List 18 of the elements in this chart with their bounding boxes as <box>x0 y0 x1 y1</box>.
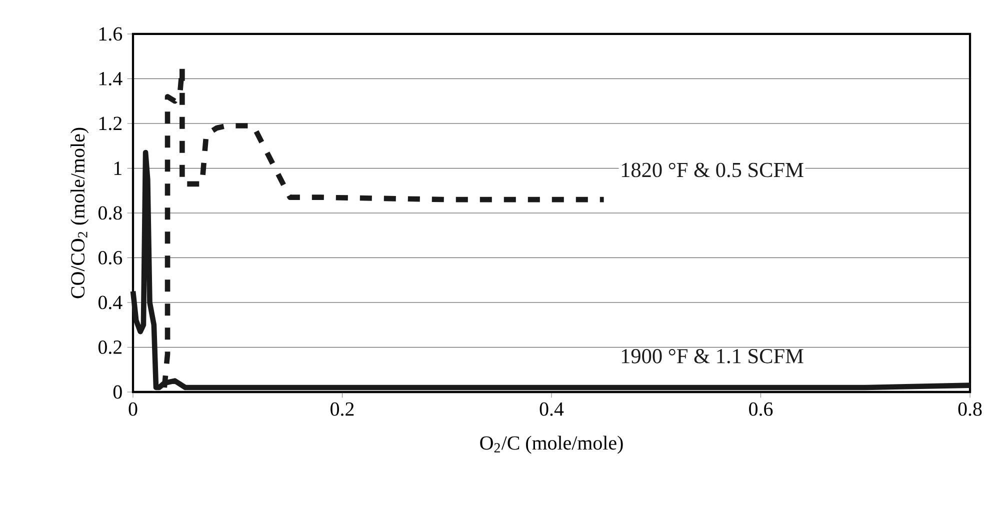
x-tick-label: 0 <box>128 402 138 416</box>
x-axis-title: O$_{2}$/C (mole/mole) <box>480 436 623 454</box>
y-tick-label: 0.2 <box>98 340 122 354</box>
series-label: 1820 °F & 0.5 SCFM <box>622 162 804 178</box>
y-tick-label: 0.4 <box>98 296 122 310</box>
x-tick-label: 0.2 <box>330 402 354 416</box>
x-tick-label: 0.8 <box>958 402 982 416</box>
y-tick-label: 1.6 <box>99 27 122 41</box>
y-tick-label: 0 <box>113 385 122 399</box>
y-axis-title: CO/CO$_{2}$ (mole/mole) <box>70 128 89 298</box>
series-label: 1900 °F & 1.1 SCFM <box>622 348 804 364</box>
y-tick-label: 1 <box>114 162 122 175</box>
x-tick-label: 0.6 <box>749 402 773 416</box>
y-tick-label: 0.8 <box>98 206 122 220</box>
y-tick-label: 1.2 <box>99 116 122 130</box>
y-tick-label: 0.6 <box>98 250 122 265</box>
x-tick-label: 0.4 <box>540 402 564 416</box>
y-tick-label: 1.4 <box>99 72 122 86</box>
